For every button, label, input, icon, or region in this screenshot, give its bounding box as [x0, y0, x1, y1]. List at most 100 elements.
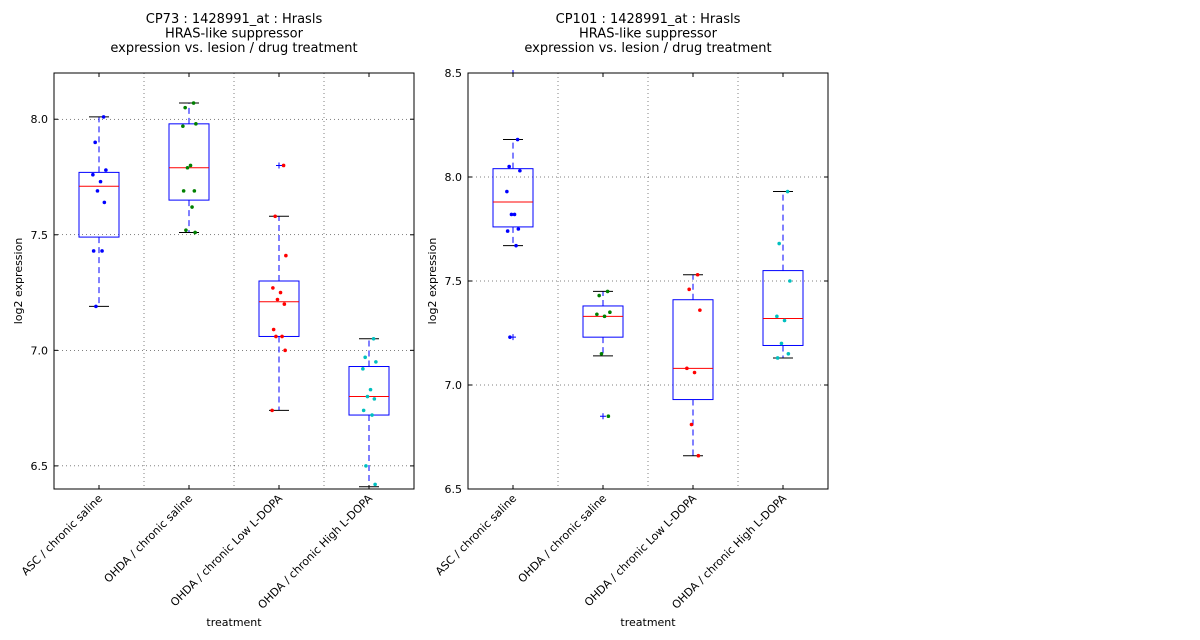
data-point — [91, 172, 95, 177]
data-point — [372, 397, 377, 401]
chart-title-line: HRAS-like suppressor — [579, 27, 718, 42]
y-tick-label: 8.5 — [445, 67, 463, 80]
y-tick-label: 8.0 — [31, 113, 49, 126]
data-point — [365, 394, 370, 399]
data-point — [98, 179, 103, 184]
data-point — [194, 122, 198, 126]
data-point — [692, 370, 697, 375]
data-point — [368, 387, 373, 392]
iqr-box — [582, 305, 624, 338]
data-point — [515, 137, 520, 142]
data-point — [509, 212, 514, 217]
data-point — [271, 327, 276, 332]
iqr-box — [492, 168, 534, 228]
data-point — [698, 308, 702, 312]
y-axis-label: log2 expression — [426, 238, 439, 325]
data-point — [514, 243, 518, 248]
data-point — [363, 355, 367, 360]
data-point — [104, 168, 108, 172]
data-point — [91, 249, 96, 253]
data-point — [779, 341, 784, 346]
data-point — [606, 414, 611, 419]
data-point — [190, 205, 194, 209]
data-point — [505, 229, 510, 233]
data-point — [608, 310, 612, 315]
outlier-marker — [600, 413, 606, 420]
data-point — [602, 314, 607, 319]
chart-title-line: HRAS-like suppressor — [165, 27, 304, 42]
y-tick-label: 7.0 — [31, 344, 49, 357]
chart-title-line: CP73 : 1428991_at : Hrasls — [146, 12, 323, 27]
iqr-box — [78, 171, 120, 238]
data-point — [518, 168, 522, 173]
outlier-marker — [276, 162, 282, 169]
chart-title-line: expression vs. lesion / drug treatment — [110, 41, 357, 56]
data-point — [775, 356, 780, 360]
iqr-box — [168, 123, 210, 201]
y-tick-label: 7.0 — [445, 379, 463, 392]
data-point — [373, 482, 377, 487]
data-point — [687, 287, 691, 292]
data-point — [191, 101, 196, 105]
data-point — [374, 360, 378, 364]
x-tick-label: OHDA / chronic saline — [516, 492, 610, 586]
data-point — [695, 272, 700, 277]
data-point — [273, 214, 277, 219]
y-tick-label: 6.5 — [31, 460, 49, 473]
data-point — [595, 312, 599, 317]
data-point — [270, 408, 274, 413]
data-point — [181, 189, 186, 193]
x-axis-label: treatment — [206, 616, 262, 629]
axes-frame — [53, 72, 415, 490]
data-point — [183, 105, 187, 110]
axes-frame — [467, 72, 829, 490]
data-point — [505, 189, 509, 194]
x-tick-label: ASC / chronic saline — [19, 492, 105, 578]
data-point — [605, 289, 610, 294]
data-point — [184, 228, 188, 232]
data-point — [188, 163, 193, 168]
iqr-box — [348, 366, 390, 416]
data-point — [516, 227, 521, 231]
data-point — [278, 290, 283, 295]
y-tick-label: 7.5 — [31, 229, 49, 242]
data-point — [95, 189, 100, 193]
data-point — [507, 164, 511, 169]
data-point — [181, 124, 185, 128]
data-point — [94, 304, 98, 309]
data-point — [102, 200, 107, 205]
data-point — [101, 115, 106, 119]
iqr-box — [258, 280, 300, 337]
chart-title-line: CP101 : 1428991_at : Hrasls — [556, 12, 741, 27]
data-point — [785, 189, 790, 194]
data-point — [271, 286, 275, 290]
data-point — [508, 335, 512, 339]
data-point — [193, 230, 197, 235]
data-point — [685, 366, 689, 371]
x-tick-label: ASC / chronic saline — [433, 492, 519, 578]
data-point — [777, 241, 781, 246]
data-point — [597, 293, 601, 298]
data-point — [788, 279, 792, 283]
data-point — [782, 318, 787, 323]
x-axis-label: treatment — [620, 616, 676, 629]
data-point — [371, 336, 376, 341]
data-point — [689, 422, 694, 427]
data-point — [696, 453, 701, 458]
data-point — [775, 314, 779, 319]
data-point — [192, 189, 197, 193]
data-point — [284, 253, 288, 258]
data-point — [275, 297, 280, 302]
data-point — [280, 334, 284, 339]
data-point — [599, 352, 604, 356]
chart-title-line: expression vs. lesion / drug treatment — [524, 41, 771, 56]
data-point — [282, 302, 287, 306]
y-tick-label: 8.0 — [445, 171, 463, 184]
y-tick-label: 6.5 — [445, 483, 463, 496]
data-point — [281, 163, 286, 168]
iqr-box — [762, 270, 804, 346]
data-point — [283, 348, 287, 353]
x-tick-label: OHDA / chronic saline — [102, 492, 196, 586]
data-point — [512, 212, 517, 217]
data-point — [370, 413, 374, 417]
